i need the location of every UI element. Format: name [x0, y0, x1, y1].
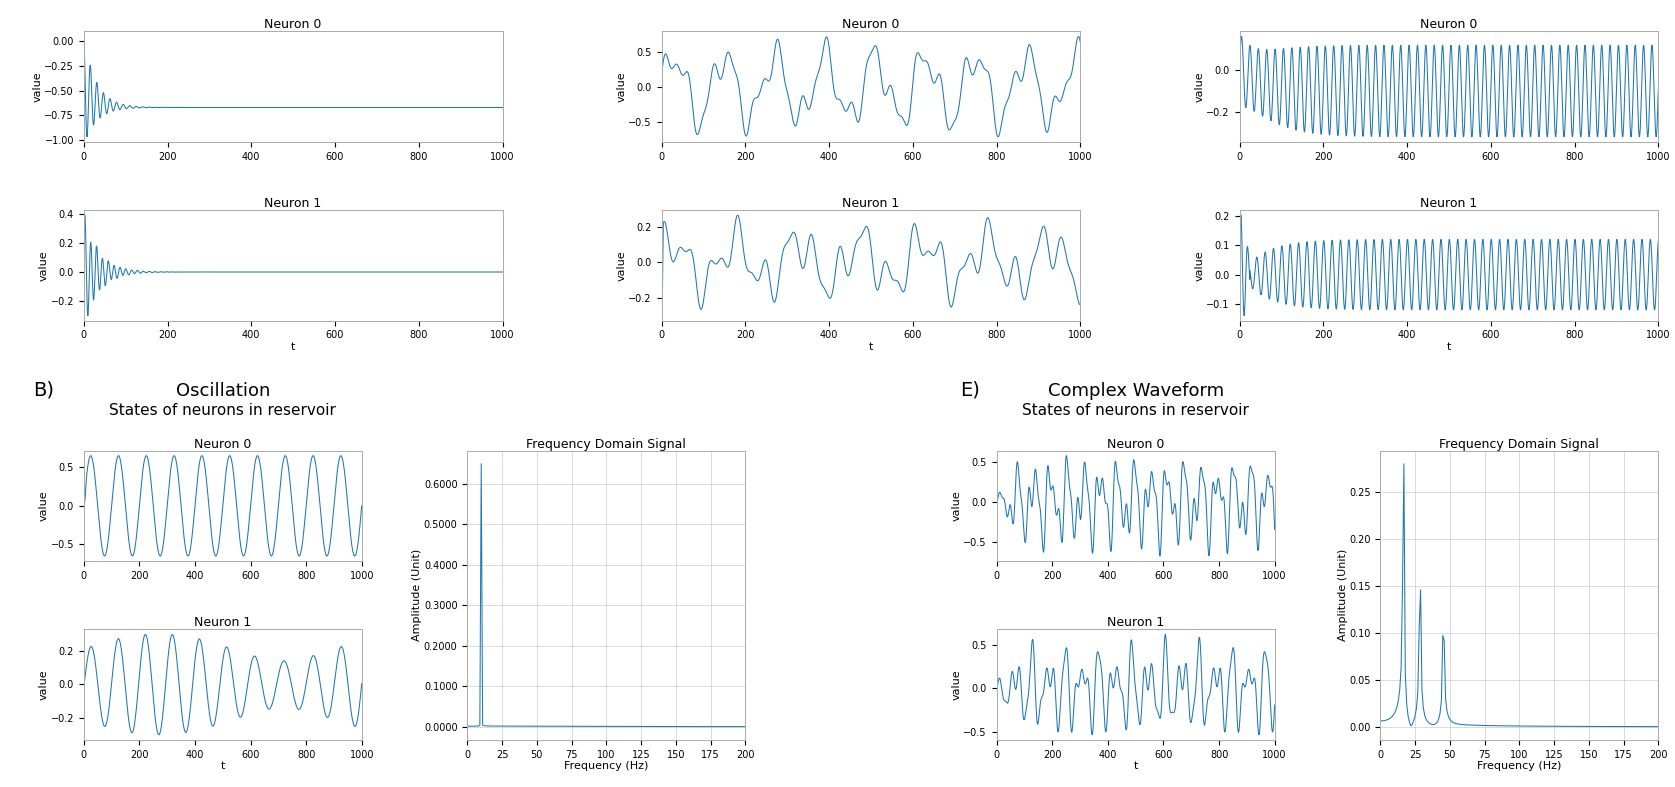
Title: Neuron 0: Neuron 0 — [265, 18, 322, 31]
Y-axis label: value: value — [39, 250, 49, 281]
Y-axis label: value: value — [951, 490, 961, 521]
Title: Neuron 0: Neuron 0 — [1107, 438, 1164, 451]
X-axis label: Frequency (Hz): Frequency (Hz) — [1477, 761, 1561, 771]
Y-axis label: value: value — [1194, 72, 1204, 102]
Text: States of neurons in reservoir: States of neurons in reservoir — [1022, 403, 1250, 418]
Y-axis label: Amplitude (Unit): Amplitude (Unit) — [412, 549, 422, 641]
Y-axis label: value: value — [39, 669, 49, 700]
Y-axis label: value: value — [34, 72, 44, 102]
X-axis label: Frequency (Hz): Frequency (Hz) — [564, 761, 648, 771]
Title: Frequency Domain Signal: Frequency Domain Signal — [1439, 438, 1600, 451]
Text: B): B) — [34, 381, 55, 400]
Title: Neuron 0: Neuron 0 — [194, 438, 251, 451]
Text: Oscillation: Oscillation — [176, 382, 270, 400]
X-axis label: t: t — [869, 342, 873, 352]
Y-axis label: value: value — [951, 669, 961, 700]
Y-axis label: value: value — [39, 490, 49, 521]
Y-axis label: value: value — [616, 72, 626, 102]
Title: Neuron 1: Neuron 1 — [265, 198, 322, 210]
X-axis label: t: t — [1134, 761, 1137, 771]
Title: Neuron 1: Neuron 1 — [1420, 198, 1477, 210]
Y-axis label: value: value — [1194, 250, 1204, 281]
Title: Neuron 1: Neuron 1 — [194, 616, 251, 630]
Text: States of neurons in reservoir: States of neurons in reservoir — [109, 403, 337, 418]
Y-axis label: Amplitude (Unit): Amplitude (Unit) — [1338, 549, 1348, 641]
X-axis label: t: t — [221, 761, 224, 771]
X-axis label: t: t — [291, 342, 295, 352]
Title: Neuron 0: Neuron 0 — [843, 18, 899, 31]
X-axis label: t: t — [1447, 342, 1451, 352]
Title: Neuron 1: Neuron 1 — [1107, 616, 1164, 630]
Y-axis label: value: value — [616, 250, 626, 281]
Text: E): E) — [960, 381, 980, 400]
Title: Frequency Domain Signal: Frequency Domain Signal — [526, 438, 687, 451]
Text: Complex Waveform: Complex Waveform — [1047, 382, 1224, 400]
Title: Neuron 0: Neuron 0 — [1420, 18, 1477, 31]
Title: Neuron 1: Neuron 1 — [843, 198, 899, 210]
